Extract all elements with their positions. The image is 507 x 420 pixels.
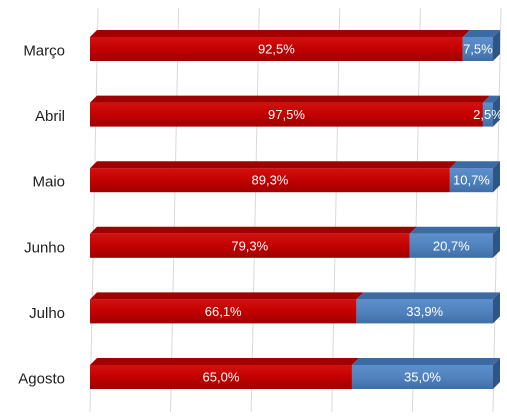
bar-segment-red [90, 30, 470, 61]
gridline [492, 7, 502, 413]
bars [90, 30, 500, 389]
bar-side [493, 161, 500, 193]
bar-segment-red-top [90, 30, 470, 37]
bar-segment-red-face [90, 37, 463, 61]
bar-segment-red-top [90, 161, 457, 169]
gridline [89, 7, 99, 413]
bar-segment-blue-top [482, 95, 500, 103]
data-label-blue: 10,7% [453, 173, 490, 188]
bar-segment-blue-face [462, 37, 493, 61]
data-labels: 92,5% 7,5% 97,5% 2,5% 89,3% 10,7% 79,3% 20,7% 66… [203, 42, 504, 385]
bar-segment-blue [449, 161, 500, 193]
data-label-red: 89,3% [252, 173, 289, 188]
bar-segment-blue [482, 95, 500, 127]
bar-segment-red [90, 358, 359, 389]
bar-segment-red [90, 292, 364, 324]
bar-segment-blue [462, 30, 500, 61]
bar-segment-red-face [90, 365, 352, 389]
bar-segment-red-face [90, 102, 483, 127]
bar-segment-blue-face [449, 168, 493, 193]
bar-segment-red-top [90, 292, 364, 300]
bar-segment-red [90, 95, 490, 127]
bar-segment-red-top [90, 95, 490, 103]
bar-segment-blue [351, 358, 500, 389]
bar-segment-blue-face [351, 365, 493, 389]
data-label-blue: 35,0% [404, 370, 441, 385]
bar-segment-red-top [90, 358, 359, 365]
data-label-blue: 20,7% [433, 238, 470, 253]
bar-segment-red-face [90, 168, 450, 193]
bar-segment-blue-top [351, 358, 500, 365]
bar-segment-blue-face [482, 102, 493, 127]
bar-segment-red-top [90, 226, 417, 234]
bar-side [493, 95, 500, 127]
bar-segment-blue [356, 292, 500, 324]
bar-segment-red [90, 226, 417, 258]
category-label: Maio [32, 174, 65, 191]
category-axis-labels: Março Abril Maio Junho Julho Agosto [18, 43, 65, 388]
gridline [170, 7, 180, 413]
gridline [331, 7, 341, 413]
bar-segment-blue-top [356, 292, 500, 300]
bar-segment-blue-face [409, 233, 493, 258]
category-label: Agosto [18, 371, 65, 388]
data-label-blue: 33,9% [406, 304, 443, 319]
gridlines [89, 7, 502, 413]
data-label-red: 65,0% [203, 370, 240, 385]
data-label-red: 79,3% [231, 238, 268, 253]
category-label: Março [23, 43, 65, 60]
bar-side [493, 226, 500, 258]
bar-segment-blue [409, 226, 500, 258]
data-label-red: 66,1% [205, 304, 242, 319]
category-label: Julho [29, 305, 65, 322]
bar-side [493, 292, 500, 324]
bar-segment-red-face [90, 233, 410, 258]
data-label-blue: 7,5% [463, 42, 493, 57]
category-label: Junho [24, 239, 65, 256]
gridline [250, 7, 260, 413]
bar-segment-blue-top [462, 30, 500, 37]
bar-side [493, 358, 500, 389]
bar-segment-red-face [90, 299, 357, 324]
data-label-red: 92,5% [258, 42, 295, 57]
bar-segment-blue-face [356, 299, 493, 324]
bar-segment-blue-top [409, 226, 500, 234]
data-label-red: 97,5% [268, 107, 305, 122]
bar-side [493, 30, 500, 61]
bar-segment-red [90, 161, 457, 193]
category-label: Abril [35, 108, 65, 125]
bar-segment-blue-top [449, 161, 500, 169]
gridline [411, 7, 421, 413]
data-label-blue: 2,5% [473, 107, 503, 122]
